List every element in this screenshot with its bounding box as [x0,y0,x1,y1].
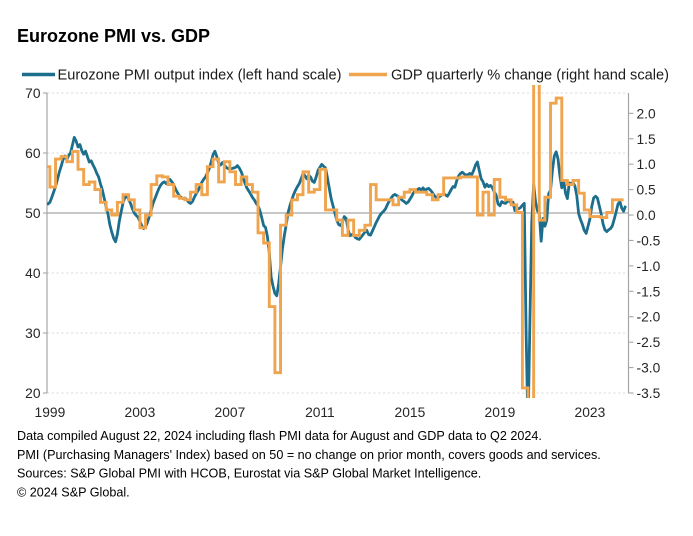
footnote-sources: Sources: S&P Global PMI with HCOB, Euros… [17,467,481,481]
x-axis-year-label: 1999 [35,405,66,420]
y-axis-right-tick-label: 2.0 [637,106,657,121]
footnote-data-compiled: Data compiled August 22, 2024 including … [17,429,542,443]
x-axis-year-label: 2003 [125,405,156,420]
x-axis-year-label: 2023 [575,405,606,420]
y-axis-right-tick-label: -0.5 [637,233,661,248]
footnotes: Data compiled August 22, 2024 including … [17,429,601,499]
footnote-pmi-definition: PMI (Purchasing Managers' Index) based o… [17,448,601,462]
series-lines [47,85,627,398]
y-axis-left-tick-label: 60 [25,146,41,161]
legend-label-pmi: Eurozone PMI output index (left hand sca… [58,68,342,84]
y-axis-right-tick-label: -1.5 [637,284,661,299]
x-axis-year-label: 2011 [305,405,335,420]
y-axis-right-tick-label: -2.0 [637,310,661,325]
x-axis-year-label: 2007 [215,405,246,420]
y-axis-right-tick-label: -3.5 [637,386,661,401]
y-axis-right-tick-label: -3.0 [637,361,661,376]
axes [43,92,634,394]
y-axis-right-tick-label: -1.0 [637,259,661,274]
y-axis-left-tick-label: 70 [25,86,41,101]
gdp-line [47,85,624,398]
x-axis-year-label: 2019 [485,405,516,420]
y-axis-left-tick-label: 50 [25,206,41,221]
y-axis-right-tick-label: -2.5 [637,335,661,350]
axis-tick-labels: 70 60 50 40 30 20 2.0 1.5 1.0 0.5 0.0 -0.5 -1.0 -1.5 -… [25,86,660,420]
footnote-copyright: © 2024 S&P Global. [17,485,130,499]
y-axis-left-tick-label: 40 [25,266,41,281]
gridlines [47,92,629,394]
y-axis-left-tick-label: 30 [25,326,41,341]
x-axis-year-label: 2015 [395,405,426,420]
legend: Eurozone PMI output index (left hand sca… [22,68,669,84]
y-axis-right-tick-label: 1.0 [637,157,657,172]
chart-title: Eurozone PMI vs. GDP [17,26,210,46]
y-axis-right-tick-label: 0.5 [637,183,657,198]
y-axis-left-tick-label: 20 [25,386,41,401]
legend-label-gdp: GDP quarterly % change (right hand scale… [391,68,669,84]
y-axis-right-tick-label: 0.0 [637,208,657,223]
y-axis-right-tick-label: 1.5 [637,132,657,147]
